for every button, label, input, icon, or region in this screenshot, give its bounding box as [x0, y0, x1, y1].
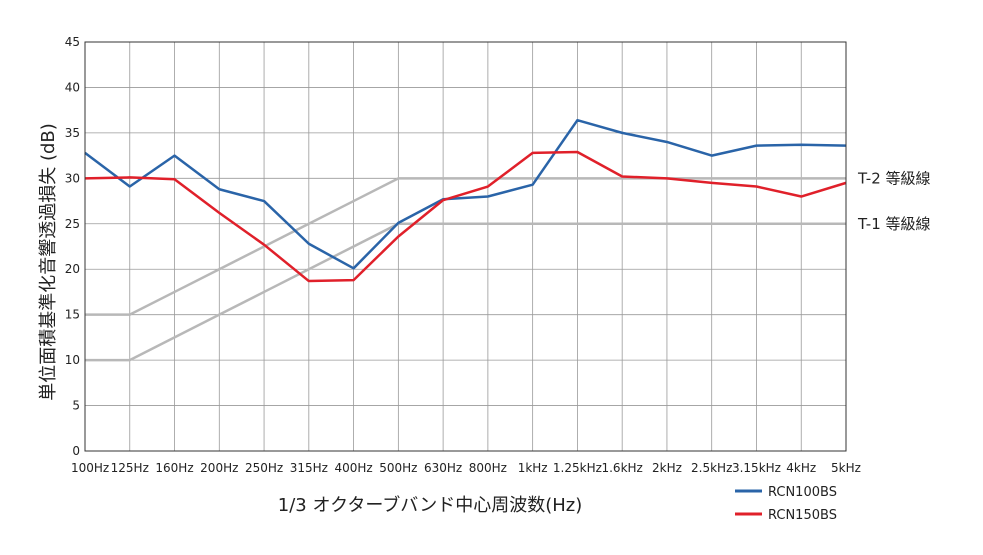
grid — [84, 41, 847, 452]
x-tick-labels: 100Hz 125Hz 160Hz 200Hz 250Hz 315Hz 400Hz 500Hz… — [71, 461, 861, 475]
reference-lines — [85, 177, 846, 362]
x-tick-label: 2.5kHz — [691, 461, 732, 475]
legend: RCN100BS RCN150BS — [735, 485, 837, 523]
x-tick-label: 400Hz — [334, 461, 372, 475]
x-tick-label: 160Hz — [155, 461, 193, 475]
x-tick-label: 4kHz — [786, 461, 816, 475]
x-tick-label: 500Hz — [379, 461, 417, 475]
legend-label: RCN150BS — [768, 508, 837, 523]
y-tick-label: 25 — [65, 217, 80, 231]
x-tick-label: 630Hz — [424, 461, 462, 475]
y-tick-label: 35 — [65, 126, 80, 140]
y-tick-label: 15 — [65, 308, 80, 322]
legend-label: RCN100BS — [768, 485, 837, 500]
series-lines — [84, 118, 847, 283]
x-tick-label: 100Hz — [71, 461, 109, 475]
y-tick-label: 5 — [72, 399, 80, 413]
y-tick-label: 30 — [65, 171, 80, 185]
y-tick-label: 40 — [65, 80, 80, 94]
x-tick-label: 3.15kHz — [732, 461, 781, 475]
y-tick-label: 45 — [65, 35, 80, 49]
reference-line-labels: T-2 等級線 T-1 等級線 — [857, 169, 931, 232]
x-tick-label: 315Hz — [290, 461, 328, 475]
y-tick-labels: 0 5 10 15 20 25 30 35 40 45 — [65, 35, 80, 458]
x-tick-label: 1kHz — [518, 461, 548, 475]
series-line — [84, 150, 847, 283]
y-axis-label: 単位面積基準化音響透過損失 (dB) — [38, 123, 59, 401]
x-tick-label: 125Hz — [111, 461, 149, 475]
x-tick-label: 1.6kHz — [601, 461, 642, 475]
x-tick-label: 250Hz — [245, 461, 283, 475]
y-tick-label: 20 — [65, 262, 80, 276]
y-tick-label: 10 — [65, 353, 80, 367]
plot-frame — [84, 41, 847, 452]
x-tick-label: 5kHz — [831, 461, 861, 475]
y-tick-label: 0 — [72, 444, 80, 458]
x-tick-label: 200Hz — [200, 461, 238, 475]
x-tick-label: 2kHz — [652, 461, 682, 475]
reference-line — [85, 177, 846, 316]
x-tick-label: 1.25kHz — [553, 461, 602, 475]
reference-line — [85, 222, 846, 362]
reference-line-label: T-2 等級線 — [857, 169, 931, 187]
x-axis-label: 1/3 オクターブバンド中心周波数(Hz) — [278, 494, 582, 516]
series-line — [84, 118, 847, 270]
x-tick-label: 800Hz — [469, 461, 507, 475]
reference-line-label: T-1 等級線 — [857, 215, 931, 233]
